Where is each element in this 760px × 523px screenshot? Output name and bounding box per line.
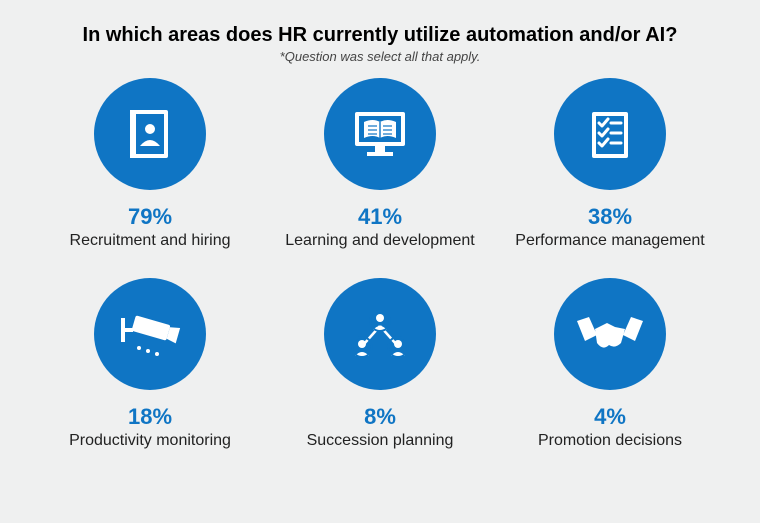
stat-succession-planning: 8% Succession planning <box>275 278 485 450</box>
elearning-icon <box>324 78 436 190</box>
stat-recruitment-and-hiring: 79% Recruitment and hiring <box>45 78 255 250</box>
checklist-icon <box>554 78 666 190</box>
percent-value: 8% <box>364 404 396 430</box>
stat-learning-and-development: 41% Learning and development <box>275 78 485 250</box>
stat-label: Performance management <box>515 232 704 250</box>
stat-promotion-decisions: 4% Promotion decisions <box>505 278 715 450</box>
stats-grid: 79% Recruitment and hiring <box>40 78 720 450</box>
org-chart-icon <box>324 278 436 390</box>
stat-label: Learning and development <box>285 232 474 250</box>
infographic: In which areas does HR currently utilize… <box>0 0 760 460</box>
stat-label: Productivity monitoring <box>69 432 231 450</box>
cctv-icon <box>94 278 206 390</box>
stat-label: Succession planning <box>307 432 454 450</box>
stat-label: Recruitment and hiring <box>70 232 231 250</box>
id-card-icon <box>94 78 206 190</box>
page-title: In which areas does HR currently utilize… <box>40 24 720 47</box>
percent-value: 18% <box>128 404 172 430</box>
percent-value: 79% <box>128 204 172 230</box>
handshake-icon <box>554 278 666 390</box>
subtitle: *Question was select all that apply. <box>40 49 720 64</box>
percent-value: 41% <box>358 204 402 230</box>
percent-value: 4% <box>594 404 626 430</box>
stat-label: Promotion decisions <box>538 432 682 450</box>
percent-value: 38% <box>588 204 632 230</box>
stat-productivity-monitoring: 18% Productivity monitoring <box>45 278 255 450</box>
stat-performance-management: 38% Performance management <box>505 78 715 250</box>
